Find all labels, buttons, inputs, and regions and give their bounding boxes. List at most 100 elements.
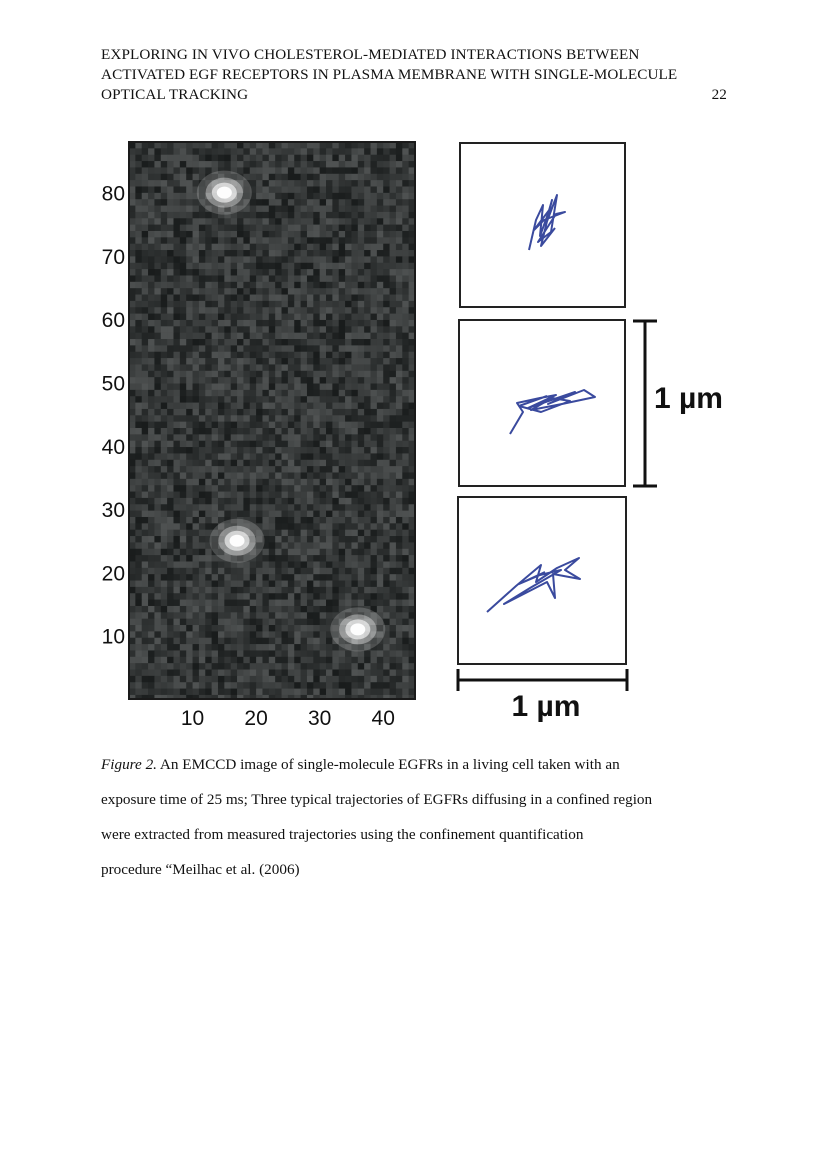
noise-pixel — [395, 663, 403, 670]
noise-pixel — [326, 319, 333, 327]
noise-pixel — [237, 351, 244, 359]
noise-pixel — [281, 218, 289, 225]
noise-pixel — [186, 694, 193, 699]
trajectory-panel-3 — [457, 496, 627, 665]
noise-pixel — [402, 567, 409, 575]
noise-pixel — [173, 644, 181, 651]
noise-pixel — [370, 504, 378, 511]
noise-pixel — [160, 173, 168, 181]
noise-pixel — [319, 256, 327, 264]
noise-pixel — [395, 326, 403, 333]
noise-pixel — [237, 497, 244, 505]
noise-pixel — [249, 237, 257, 244]
noise-pixel — [211, 421, 219, 429]
noise-pixel — [192, 211, 200, 219]
noise-pixel — [256, 351, 263, 359]
noise-pixel — [243, 142, 251, 149]
noise-pixel — [313, 447, 320, 454]
noise-pixel — [370, 434, 378, 442]
noise-pixel — [389, 269, 397, 276]
noise-pixel — [224, 510, 231, 518]
noise-pixel — [198, 205, 206, 213]
noise-pixel — [186, 199, 193, 206]
noise-pixel — [326, 142, 333, 149]
noise-pixel — [389, 275, 397, 283]
noise-pixel — [287, 555, 295, 562]
noise-pixel — [192, 567, 200, 575]
noise-pixel — [306, 421, 314, 429]
noise-pixel — [313, 472, 320, 480]
noise-pixel — [230, 326, 238, 333]
noise-pixel — [237, 574, 244, 581]
noise-pixel — [129, 510, 136, 518]
noise-pixel — [300, 256, 308, 264]
noise-pixel — [268, 211, 276, 219]
noise-pixel — [243, 294, 251, 302]
noise-pixel — [186, 675, 193, 683]
noise-pixel — [357, 478, 365, 486]
x-tick-label: 10 — [181, 707, 204, 730]
trajectory-line — [509, 389, 596, 435]
noise-pixel — [129, 631, 136, 639]
noise-pixel — [217, 599, 225, 607]
noise-pixel — [345, 523, 352, 530]
noise-pixel — [402, 262, 409, 270]
noise-pixel — [256, 421, 263, 429]
noise-pixel — [376, 161, 384, 168]
noise-pixel — [287, 199, 295, 206]
noise-pixel — [256, 402, 263, 410]
noise-pixel — [154, 485, 162, 492]
noise-pixel — [370, 186, 378, 194]
noise-pixel — [154, 580, 162, 588]
noise-pixel — [408, 574, 416, 581]
noise-pixel — [243, 173, 251, 181]
noise-pixel — [217, 434, 225, 442]
noise-pixel — [408, 300, 416, 308]
noise-pixel — [332, 211, 340, 219]
noise-pixel — [217, 211, 225, 219]
noise-pixel — [370, 211, 378, 219]
noise-pixel — [313, 396, 320, 403]
noise-pixel — [230, 396, 238, 403]
noise-pixel — [281, 281, 289, 289]
noise-pixel — [167, 440, 174, 448]
noise-pixel — [256, 199, 263, 206]
noise-pixel — [205, 326, 212, 333]
noise-pixel — [281, 650, 289, 658]
noise-pixel — [402, 377, 409, 384]
noise-pixel — [338, 440, 346, 448]
noise-pixel — [376, 555, 384, 562]
noise-pixel — [338, 561, 346, 569]
noise-pixel — [135, 300, 143, 308]
noise-pixel — [306, 644, 314, 651]
noise-pixel — [395, 364, 403, 372]
noise-pixel — [154, 548, 162, 556]
noise-pixel — [275, 192, 282, 200]
y-tick-label: 10 — [102, 626, 125, 649]
noise-pixel — [256, 326, 263, 333]
noise-pixel — [326, 631, 333, 639]
noise-pixel — [389, 408, 397, 416]
noise-pixel — [376, 192, 384, 200]
noise-pixel — [230, 453, 238, 461]
noise-pixel — [160, 650, 168, 658]
noise-pixel — [268, 319, 276, 327]
noise-pixel — [370, 161, 378, 168]
noise-pixel — [186, 211, 193, 219]
noise-pixel — [364, 281, 371, 289]
noise-pixel — [167, 682, 174, 689]
noise-pixel — [211, 339, 219, 346]
noise-pixel — [211, 148, 219, 156]
noise-pixel — [351, 421, 359, 429]
noise-pixel — [135, 453, 143, 461]
noise-pixel — [332, 497, 340, 505]
noise-pixel — [129, 173, 136, 181]
noise-pixel — [243, 345, 251, 353]
noise-pixel — [281, 612, 289, 619]
noise-pixel — [179, 605, 187, 613]
noise-pixel — [268, 434, 276, 442]
noise-pixel — [395, 402, 403, 410]
noise-pixel — [319, 675, 327, 683]
noise-pixel — [294, 300, 301, 308]
noise-pixel — [198, 694, 206, 699]
